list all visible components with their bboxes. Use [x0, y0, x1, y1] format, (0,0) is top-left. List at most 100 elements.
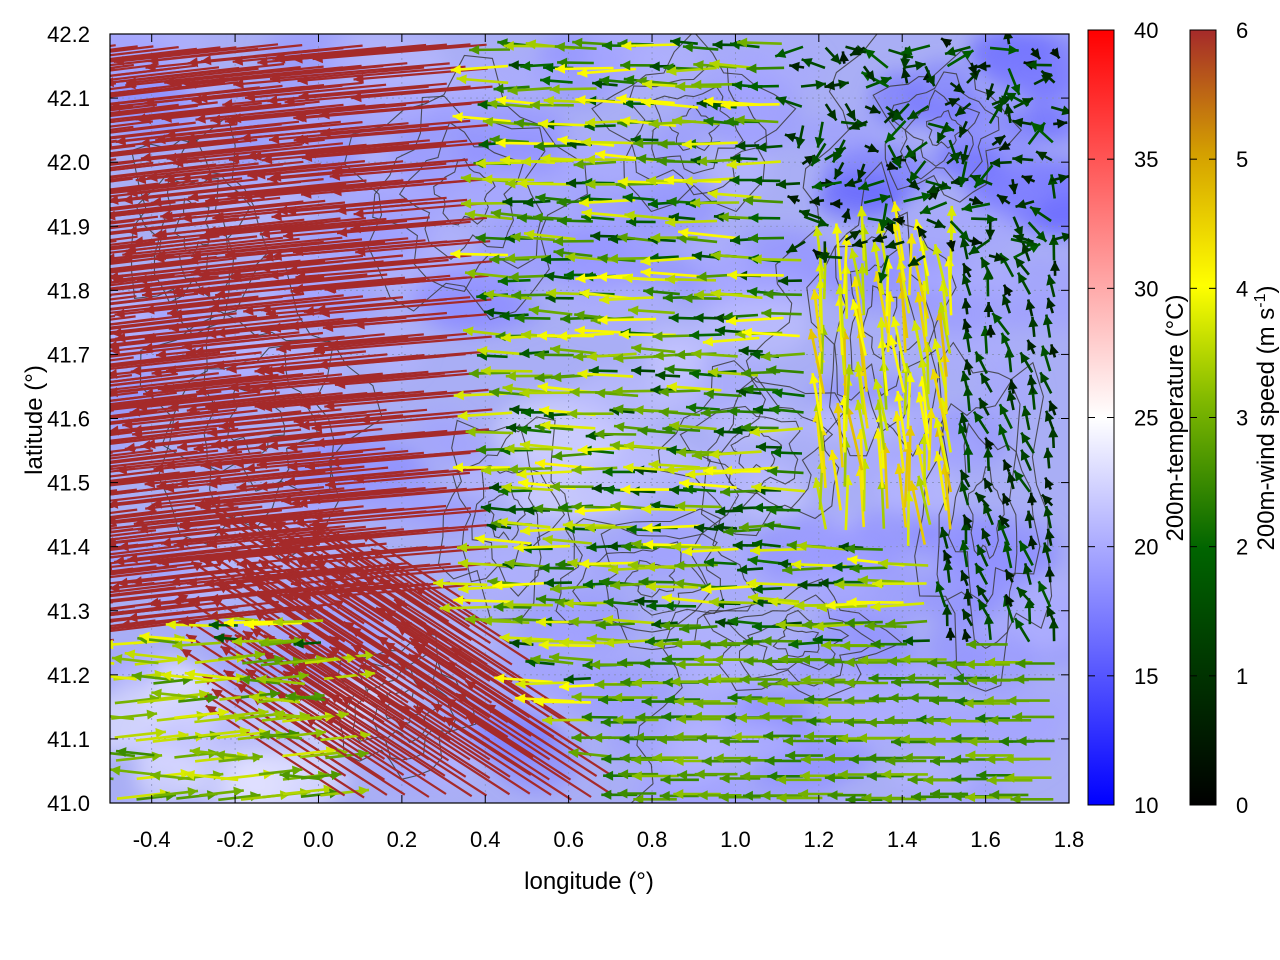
wind-vector-head	[597, 272, 608, 282]
x-tick-label: 1.8	[1054, 827, 1085, 852]
wind-vector-shaft	[242, 630, 385, 724]
wind-vector-head	[974, 411, 984, 423]
wind-vector-head	[907, 774, 918, 785]
wind-vector-head	[958, 230, 970, 241]
wind-vector-head	[775, 96, 787, 106]
wind-vector-head	[222, 98, 233, 109]
wind-vector-head	[319, 109, 330, 120]
wind-vector-head	[122, 194, 133, 205]
wind-vector-head	[821, 640, 832, 651]
wind-vector-head	[1021, 432, 1031, 444]
wind-vector-head	[930, 788, 940, 799]
wind-vector-head	[1040, 345, 1051, 357]
wind-vector-shaft	[110, 390, 222, 406]
wind-vector-head	[484, 307, 495, 318]
wind-vector-head	[138, 192, 149, 202]
wind-vector-head	[905, 425, 916, 436]
wind-vector-head	[1008, 44, 1019, 55]
wind-vector-head	[1015, 618, 1025, 630]
wind-vector-head	[311, 422, 323, 433]
wind-vector-shaft	[331, 178, 487, 194]
wind-vector-head	[502, 196, 513, 207]
wind-vector-head	[712, 39, 723, 50]
wind-vector-shaft	[883, 443, 889, 509]
wind-vector-head	[378, 653, 390, 664]
wind-vector-head	[151, 598, 162, 609]
wind-vector-shaft	[379, 578, 513, 666]
wind-vector-head	[290, 578, 302, 589]
wind-vector-head	[574, 310, 585, 321]
wind-vector-head	[110, 345, 120, 355]
wind-vector-head	[983, 695, 994, 706]
wind-vector-head	[610, 580, 621, 591]
wind-vector-head	[746, 578, 757, 589]
wind-vector-head	[908, 692, 919, 703]
wind-vector-shaft	[199, 542, 366, 561]
wind-vector-shaft	[168, 311, 322, 330]
wind-vector-head	[999, 140, 1011, 151]
wind-vector-head	[534, 349, 545, 360]
wind-vector-head	[148, 55, 159, 66]
wind-vector-head	[891, 736, 901, 747]
wind-vector-head	[452, 462, 463, 473]
wind-vector-head	[636, 153, 647, 164]
wind-vector-shaft	[110, 505, 114, 509]
wind-vector-head	[256, 441, 267, 452]
wind-vector-head	[930, 369, 940, 380]
wind-vector-head	[0, 425, 10, 435]
wind-vector-head	[809, 373, 820, 384]
wind-vector-head	[905, 372, 915, 383]
wind-vector-head	[519, 440, 531, 451]
wind-vector-head	[29, 292, 39, 302]
wind-vector-head	[236, 481, 247, 492]
wind-vector-head	[1056, 118, 1068, 129]
wind-vector-head	[767, 771, 778, 782]
wind-vector-head	[271, 211, 282, 222]
wind-vector-head	[0, 521, 10, 531]
wind-vector-head	[294, 517, 305, 528]
wind-vector-head	[743, 195, 754, 206]
wind-vector-head	[91, 616, 102, 626]
wind-vector-head	[136, 401, 148, 412]
wind-vector-head	[953, 83, 965, 93]
wind-vector-head	[0, 348, 9, 358]
wind-vector-head	[941, 38, 953, 48]
wind-vector-shaft	[181, 331, 324, 349]
wind-vector-head	[881, 793, 892, 803]
wind-colorbar-label: 200m-wind speed (m s-1)	[1252, 286, 1280, 551]
wind-vector-shaft	[110, 201, 176, 212]
wind-vector-head	[1046, 606, 1056, 618]
wind-vector-head	[0, 101, 5, 111]
wind-vector-head	[962, 318, 972, 330]
wind-vector-head	[207, 403, 219, 414]
wind-vector-head	[1029, 243, 1041, 253]
wind-vector-head	[9, 462, 20, 472]
wind-vector-head	[529, 100, 540, 111]
wind-vector-head	[647, 198, 659, 209]
wind-vector-shaft	[110, 81, 239, 98]
wind-vector-shaft	[261, 582, 409, 599]
wind-vector-head	[227, 444, 238, 455]
wind-vector-head	[811, 180, 823, 191]
wind-vector-head	[711, 673, 722, 684]
wind-vector-head	[748, 233, 759, 244]
wind-vector-shaft	[943, 464, 952, 530]
temperature-patch	[780, 568, 879, 609]
wind-vector-head	[509, 638, 520, 649]
wind-vector-head	[482, 174, 493, 185]
wind-vector-head	[977, 585, 987, 597]
wind-vector-head	[482, 616, 493, 626]
wind-vector-head	[689, 369, 700, 380]
temperature-patch	[669, 445, 799, 515]
wind-vector-head	[833, 151, 843, 163]
wind-vector-head	[284, 96, 295, 107]
wind-vector-shaft	[110, 638, 114, 642]
wind-vector-head	[285, 691, 297, 702]
wind-vector-head	[328, 339, 339, 350]
wind-vector-head	[984, 478, 994, 490]
wind-vector-shaft	[110, 529, 157, 538]
wind-vector-head	[712, 654, 723, 665]
wind-vector-head	[783, 736, 794, 746]
wind-vector-head	[701, 756, 712, 767]
wind-vector-head	[579, 558, 590, 569]
